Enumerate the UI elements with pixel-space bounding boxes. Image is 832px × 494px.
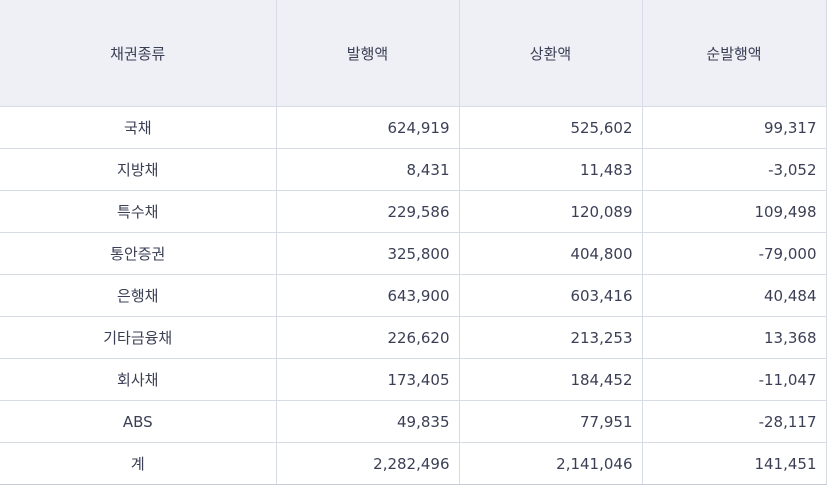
cell-issued: 325,800 xyxy=(275,232,459,275)
table-body: 국채 624,919 525,602 99,317 지방채 8,431 11,4… xyxy=(0,106,826,485)
cell-bond-type: 지방채 xyxy=(0,148,276,191)
header-redeemed-amount: 상환액 xyxy=(458,0,642,107)
cell-net: -79,000 xyxy=(641,232,826,275)
header-net-issued-amount: 순발행액 xyxy=(641,0,826,107)
cell-bond-type: ABS xyxy=(0,400,276,443)
table-row: ABS 49,835 77,951 -28,117 xyxy=(0,400,826,443)
cell-redeemed: 404,800 xyxy=(458,232,642,275)
cell-redeemed: 2,141,046 xyxy=(458,442,642,485)
header-row: 채권종류 발행액 상환액 순발행액 xyxy=(0,0,826,107)
cell-issued: 173,405 xyxy=(275,358,459,401)
cell-issued: 643,900 xyxy=(275,274,459,317)
cell-bond-type: 기타금융채 xyxy=(0,316,276,359)
cell-net: 13,368 xyxy=(641,316,826,359)
cell-redeemed: 603,416 xyxy=(458,274,642,317)
cell-bond-type: 국채 xyxy=(0,106,276,149)
table-row: 기타금융채 226,620 213,253 13,368 xyxy=(0,316,826,359)
table-total-row: 계 2,282,496 2,141,046 141,451 xyxy=(0,442,826,485)
cell-redeemed: 120,089 xyxy=(458,190,642,233)
table-row: 지방채 8,431 11,483 -3,052 xyxy=(0,148,826,191)
cell-net: -3,052 xyxy=(641,148,826,191)
cell-redeemed: 525,602 xyxy=(458,106,642,149)
cell-bond-type: 계 xyxy=(0,442,276,485)
header-issued-amount: 발행액 xyxy=(275,0,459,107)
cell-net: 40,484 xyxy=(641,274,826,317)
cell-redeemed: 11,483 xyxy=(458,148,642,191)
bond-issuance-table: 채권종류 발행액 상환액 순발행액 국채 624,919 525,602 99,… xyxy=(0,0,827,485)
cell-redeemed: 213,253 xyxy=(458,316,642,359)
cell-bond-type: 은행채 xyxy=(0,274,276,317)
cell-issued: 49,835 xyxy=(275,400,459,443)
table-row: 은행채 643,900 603,416 40,484 xyxy=(0,274,826,317)
cell-issued: 2,282,496 xyxy=(275,442,459,485)
cell-issued: 229,586 xyxy=(275,190,459,233)
header-bond-type: 채권종류 xyxy=(0,0,276,107)
table-row: 회사채 173,405 184,452 -11,047 xyxy=(0,358,826,401)
cell-bond-type: 통안증권 xyxy=(0,232,276,275)
cell-net: -28,117 xyxy=(641,400,826,443)
cell-net: -11,047 xyxy=(641,358,826,401)
table-header: 채권종류 발행액 상환액 순발행액 xyxy=(0,0,826,107)
cell-issued: 624,919 xyxy=(275,106,459,149)
cell-bond-type: 회사채 xyxy=(0,358,276,401)
table-row: 통안증권 325,800 404,800 -79,000 xyxy=(0,232,826,275)
cell-net: 141,451 xyxy=(641,442,826,485)
table-row: 국채 624,919 525,602 99,317 xyxy=(0,106,826,149)
cell-issued: 226,620 xyxy=(275,316,459,359)
cell-net: 99,317 xyxy=(641,106,826,149)
cell-redeemed: 77,951 xyxy=(458,400,642,443)
cell-issued: 8,431 xyxy=(275,148,459,191)
cell-redeemed: 184,452 xyxy=(458,358,642,401)
cell-bond-type: 특수채 xyxy=(0,190,276,233)
table-row: 특수채 229,586 120,089 109,498 xyxy=(0,190,826,233)
cell-net: 109,498 xyxy=(641,190,826,233)
